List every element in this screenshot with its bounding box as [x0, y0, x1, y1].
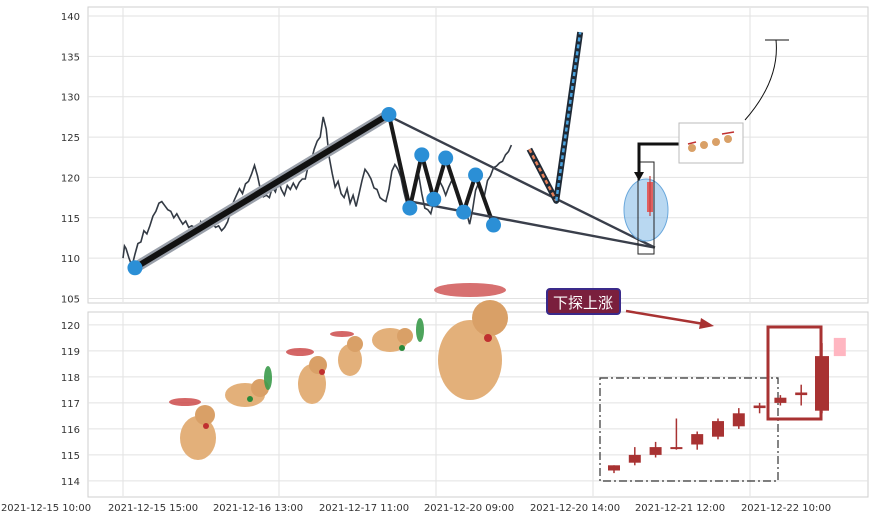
dog-sticker-5 [372, 318, 424, 352]
pivot-marker [381, 106, 397, 122]
top-y-tick-label: 105 [61, 294, 80, 305]
top-panel: 105 110 115 120 125 130 135 140 [61, 6, 869, 305]
bottom-y-tick-label: 118 [61, 373, 80, 384]
elbow-arrow-head [634, 172, 644, 181]
pivot-marker [438, 150, 454, 166]
dog-sticker-4 [330, 331, 363, 376]
candle-body [628, 454, 641, 463]
bottom-y-tick-label: 116 [61, 425, 80, 436]
top-y-tick-label: 140 [61, 12, 80, 23]
candles [608, 343, 829, 474]
dog-sticker-2 [225, 366, 272, 407]
bottom-y-tick-label: 119 [61, 347, 80, 358]
projection-up-leg [555, 31, 582, 201]
candle-body [670, 447, 683, 450]
bottom-panel: 114 115 116 117 118 119 120 下探上涨 [61, 283, 869, 498]
top-y-tick-label: 130 [61, 93, 80, 104]
price-line [122, 116, 513, 269]
x-tick-label: 2021-12-15 15:00 [108, 503, 198, 514]
x-tick-label: 2021-12-21 12:00 [635, 503, 725, 514]
top-y-tick-label: 120 [61, 173, 80, 184]
bottom-y-tick-label: 120 [61, 321, 80, 332]
annotation-label-bg [546, 288, 621, 315]
bottom-y-ticks: 114 115 116 117 118 119 120 [61, 321, 80, 488]
pivot-marker [486, 217, 502, 233]
projection-down-leg [528, 148, 558, 202]
x-tick-label: 2021-12-17 11:00 [319, 503, 409, 514]
bottom-y-tick-label: 117 [61, 399, 80, 410]
elbow-arrow [637, 142, 680, 174]
pivot-marker [402, 200, 418, 216]
candle-body [774, 397, 787, 403]
candle-body [795, 392, 808, 396]
dog-sticker-6 [434, 283, 508, 400]
x-tick-label: 2021-12-16 13:00 [213, 503, 303, 514]
dog-sticker-3 [286, 348, 327, 404]
projection-curve [744, 39, 777, 121]
bottom-y-tick-label: 114 [61, 477, 80, 488]
zigzag-markers [127, 106, 502, 276]
highlight-ellipse [623, 178, 669, 242]
bottom-y-tick-label: 115 [61, 451, 80, 462]
top-y-tick-label: 115 [61, 214, 80, 225]
x-tick-label: 2021-12-20 09:00 [424, 503, 514, 514]
highlight-rect [637, 161, 655, 255]
pivot-marker [414, 147, 430, 163]
annotation-label: 下探上涨 [553, 294, 613, 312]
pivot-marker [127, 260, 143, 276]
candle-body [608, 465, 620, 471]
pivot-marker [468, 167, 484, 183]
thumbnail-dogs [687, 131, 735, 152]
pivot-marker [426, 191, 442, 207]
dog-sticker-1 [169, 398, 216, 460]
pivot-marker [456, 204, 472, 220]
trend-line [131, 111, 392, 271]
candle-body [649, 447, 662, 455]
x-tick-label: 2021-12-22 10:00 [741, 503, 831, 514]
candle-body [732, 413, 745, 427]
consolidation-box [599, 377, 779, 482]
top-y-tick-label: 135 [61, 52, 80, 63]
top-y-ticks: 105 110 115 120 125 130 135 140 [61, 12, 80, 305]
channel-upper-line [388, 115, 656, 249]
thumbnail-box [678, 122, 744, 164]
ghost-candle [833, 337, 846, 357]
candle-body [712, 421, 724, 437]
candle-body [753, 405, 766, 409]
top-y-tick-label: 125 [61, 133, 80, 144]
decorative-dogs [169, 283, 508, 460]
annotation-arrow [625, 309, 705, 326]
x-axis-labels: 2021-12-15 10:00 2021-12-15 15:00 2021-1… [1, 503, 831, 514]
top-y-tick-label: 110 [61, 254, 80, 265]
channel-lower-line [406, 199, 656, 249]
x-tick-label: 2021-12-20 14:00 [530, 503, 620, 514]
candle-body [815, 356, 829, 411]
annotation-arrow-head [699, 318, 714, 329]
candle-body [691, 434, 704, 445]
x-tick-label: 2021-12-15 10:00 [1, 503, 91, 514]
